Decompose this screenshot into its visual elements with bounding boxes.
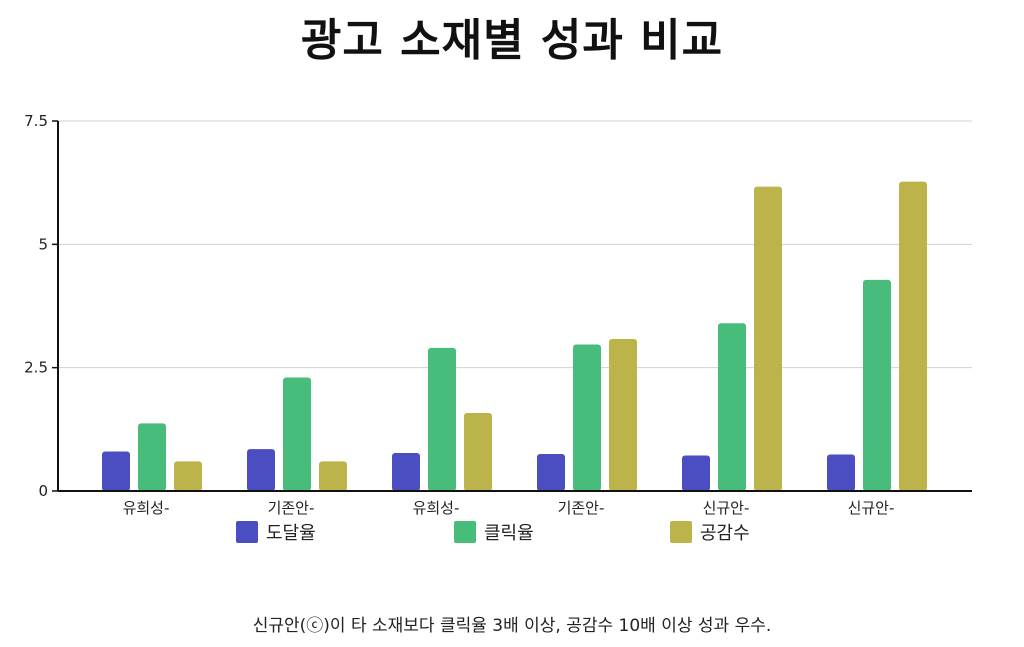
y-axis-ticks: 0 2.5 5 7.5 [24, 112, 58, 500]
y-tick-label: 0 [38, 482, 48, 500]
x-category-label: 기존안- [558, 499, 605, 517]
y-tick-label: 5 [38, 235, 48, 253]
legend: 도달율 클릭율 공감수 [236, 521, 750, 544]
legend-swatch-공감수 [670, 521, 692, 543]
bar-공감수-3 [464, 413, 492, 491]
legend-label-공감수: 공감수 [700, 523, 750, 544]
x-category-label: 유희성- [413, 499, 460, 517]
bars [102, 181, 927, 491]
bar-도달율-4 [537, 454, 565, 491]
legend-swatch-도달율 [236, 521, 258, 543]
bar-도달율-3 [392, 453, 420, 491]
bar-도달율-5 [682, 455, 710, 491]
bar-도달율-2 [247, 449, 275, 491]
chart-footnote: 신규안(ⓒ)이 타 소재보다 클릭율 3배 이상, 공감수 10배 이상 성과 … [252, 616, 772, 636]
bar-클릭율-5 [718, 323, 746, 491]
category-labels: 유희성- 기존안- 유희성- 기존안- 신규안- 신규안- [123, 499, 895, 517]
bar-클릭율-1 [138, 423, 166, 491]
x-category-label: 유희성- [123, 499, 170, 517]
y-tick-label: 2.5 [24, 359, 48, 377]
bar-클릭율-6 [863, 279, 891, 491]
chart-title: 광고 소재별 성과 비교 [300, 15, 724, 66]
bar-공감수-4 [609, 339, 637, 491]
bar-도달율-6 [827, 454, 855, 491]
bar-클릭율-4 [573, 344, 601, 491]
bar-공감수-2 [319, 461, 347, 491]
x-category-label: 기존안- [268, 499, 315, 517]
bar-클릭율-2 [283, 377, 311, 491]
bar-클릭율-3 [428, 347, 456, 491]
y-tick-label: 7.5 [24, 112, 48, 130]
x-category-label: 신규안- [848, 499, 895, 517]
legend-label-도달율: 도달율 [266, 523, 316, 544]
grid-lines [58, 120, 972, 369]
legend-label-클릭율: 클릭율 [484, 523, 534, 544]
bar-공감수-6 [899, 181, 927, 491]
axes [57, 121, 972, 492]
bar-공감수-5 [754, 186, 782, 491]
bar-공감수-1 [174, 461, 202, 491]
bar-도달율-1 [102, 451, 130, 491]
x-category-label: 신규안- [703, 499, 750, 517]
legend-swatch-클릭율 [454, 521, 476, 543]
